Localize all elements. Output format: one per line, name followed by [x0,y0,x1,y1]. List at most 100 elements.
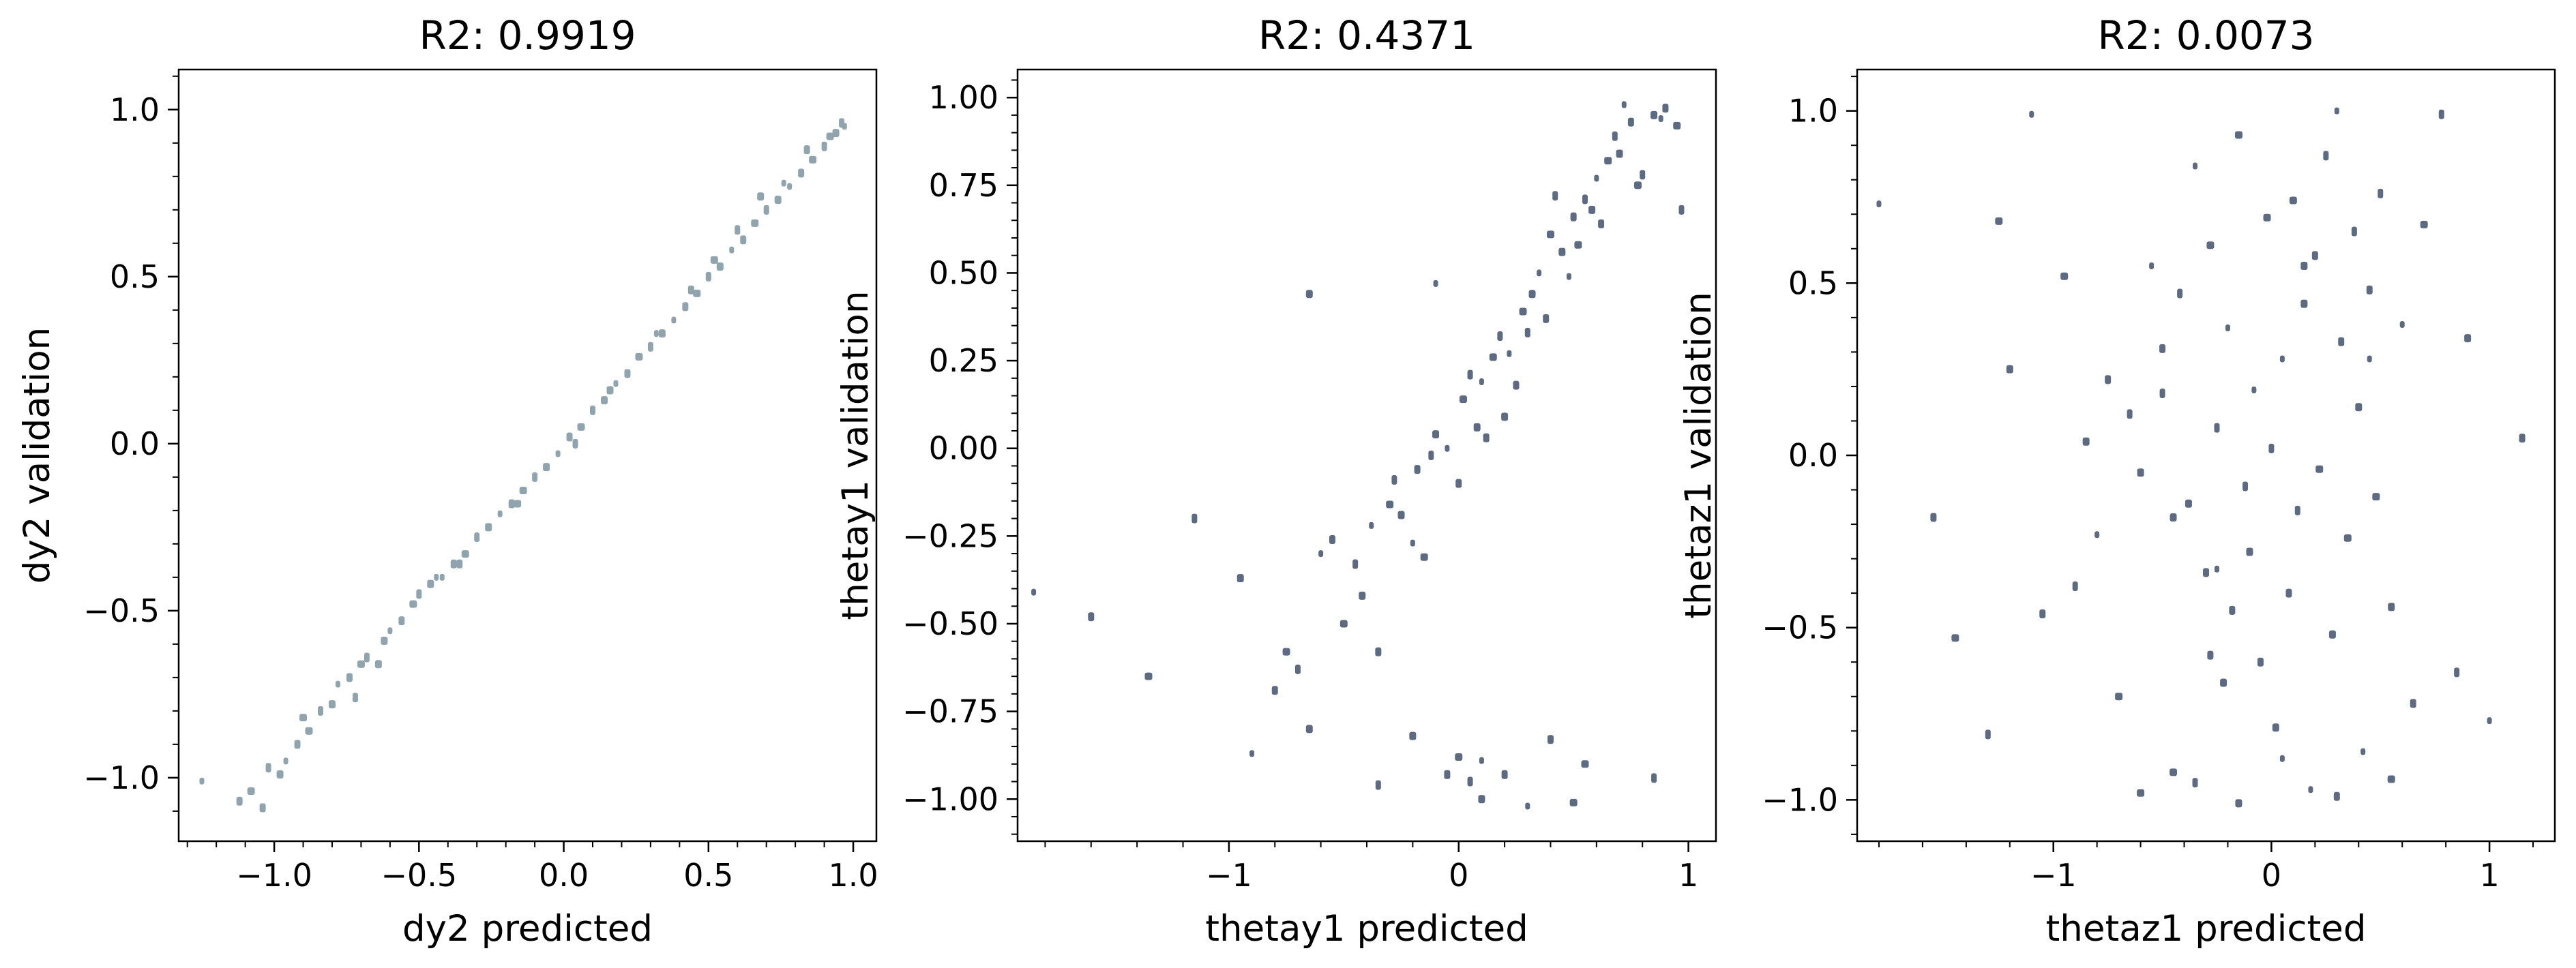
data-point [682,302,689,312]
data-point [1375,647,1382,656]
data-point [577,423,585,431]
y-axis-label: thetaz1 validation [1678,292,1719,619]
data-point [590,405,596,415]
data-point [2294,505,2300,515]
data-point [1678,205,1685,215]
data-point [2193,162,2198,170]
data-point [2268,443,2275,453]
y-tick-label: 0.5 [110,258,160,295]
data-point [434,573,439,581]
data-point [1391,475,1397,485]
subplot-thetay1: R2: 0.4371 thetay1 predicted thetay1 val… [835,12,1717,950]
data-point [1513,380,1520,390]
data-point [1294,664,1301,674]
data-point [2185,499,2192,508]
data-point [1444,770,1451,779]
data-point [2410,699,2416,708]
data-point [2235,799,2242,808]
data-point [1598,219,1605,228]
data-point [2170,513,2177,521]
data-point [1552,191,1558,201]
data-point [2334,107,2339,115]
data-point [2115,693,2123,701]
data-point [2159,344,2166,353]
data-point [2149,262,2155,270]
subplot-title: R2: 0.4371 [1258,12,1475,59]
data-point [409,600,417,608]
data-point [2170,768,2178,776]
y-tick-label: −1.0 [83,759,160,796]
data-point [2082,437,2090,446]
y-tick-label: 0.50 [929,254,998,291]
data-point [2311,251,2318,260]
data-point [566,432,573,442]
data-point [1318,550,1324,558]
data-point [2308,786,2313,793]
x-axis-label: thetaz1 predicted [2045,908,2366,950]
data-point [199,777,205,785]
data-point [1409,731,1417,740]
data-point [439,573,445,581]
data-point [1459,395,1467,404]
subplot-thetaz1: R2: 0.0073 thetaz1 predicted thetaz1 val… [1678,12,2556,950]
data-point [1525,802,1530,810]
data-point [1519,307,1527,316]
data-point [2300,262,2308,271]
data-point [2343,534,2352,542]
subplot-title: R2: 0.0073 [2097,12,2314,59]
data-point [1543,314,1550,323]
y-tick-label: 0.0 [110,425,160,462]
data-point [2105,375,2112,384]
data-point [1537,269,1542,277]
y-tick-label: 0.75 [929,167,998,204]
data-point [647,342,653,352]
data-point [1305,290,1313,299]
data-point [729,246,735,254]
data-point [555,450,561,457]
data-point [1528,290,1536,299]
data-point [757,192,765,201]
data-point [2257,657,2264,667]
data-point [328,700,336,709]
data-point [374,660,382,669]
data-point [259,803,266,813]
data-point [1282,648,1290,656]
data-point [1673,121,1681,130]
x-tick-label: 0.5 [683,857,733,894]
data-point [821,141,827,151]
data-point [2328,630,2336,639]
data-point [2285,588,2292,598]
data-point [1359,591,1366,600]
data-point [693,289,701,297]
y-tick-label: 1.0 [110,91,160,128]
data-point [2378,188,2384,198]
data-point [2137,789,2145,797]
x-tick-label: −0.5 [381,857,457,894]
data-point [2355,403,2363,412]
plot-area-frame [1016,68,1717,843]
data-point [2229,605,2236,615]
data-point [1501,770,1508,779]
data-point [809,155,817,164]
data-point [1594,175,1599,182]
y-tick-label: 1.0 [1788,93,1838,130]
subplot-dy2: R2: 0.9919 dy2 predicted dy2 validation … [16,12,878,950]
data-point [2438,109,2444,119]
x-tick-label: −1 [2030,857,2077,894]
y-tick-label: 0.25 [929,342,998,379]
y-tick-label: 0.00 [929,430,998,467]
data-point [299,714,308,722]
data-point [1339,620,1348,628]
data-point [305,727,313,735]
data-point [1479,757,1484,764]
data-point [1651,773,1657,783]
data-point [2251,386,2257,393]
data-point [398,616,405,626]
data-point [832,129,840,138]
x-tick-label: 1 [2479,857,2499,894]
data-point [532,472,538,482]
data-point [497,510,503,517]
data-point [1467,369,1473,380]
data-point [1144,672,1153,680]
data-point [474,532,480,543]
